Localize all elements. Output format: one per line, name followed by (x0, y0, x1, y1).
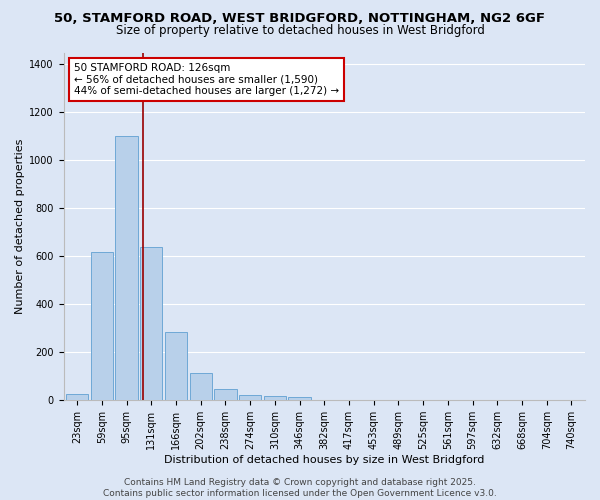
Bar (140, 246, 163, 400)
Bar (91, 252, 113, 400)
Bar (165, 332, 187, 400)
X-axis label: Distribution of detached houses by size in West Bridgford: Distribution of detached houses by size … (164, 455, 484, 465)
Bar (264, 396, 286, 400)
Bar (214, 388, 236, 400)
Text: Size of property relative to detached houses in West Bridgford: Size of property relative to detached ho… (116, 24, 484, 37)
Bar (239, 396, 261, 400)
Bar (289, 398, 311, 400)
Text: 50 STAMFORD ROAD: 126sqm
← 56% of detached houses are smaller (1,590)
44% of sem: 50 STAMFORD ROAD: 126sqm ← 56% of detach… (74, 63, 339, 96)
Bar (66, 394, 88, 400)
Bar (115, 136, 137, 400)
Bar (190, 372, 212, 400)
Text: Contains HM Land Registry data © Crown copyright and database right 2025.
Contai: Contains HM Land Registry data © Crown c… (103, 478, 497, 498)
Y-axis label: Number of detached properties: Number of detached properties (15, 138, 25, 314)
Text: 50, STAMFORD ROAD, WEST BRIDGFORD, NOTTINGHAM, NG2 6GF: 50, STAMFORD ROAD, WEST BRIDGFORD, NOTTI… (55, 12, 545, 26)
